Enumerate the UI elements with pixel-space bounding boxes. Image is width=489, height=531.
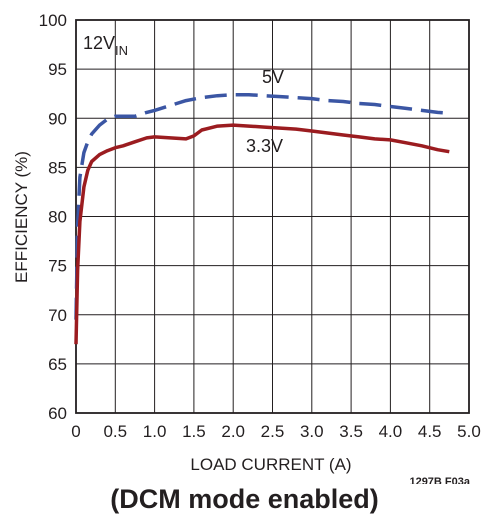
grid — [76, 20, 469, 413]
series-lines — [74, 92, 450, 345]
y-tick-label: 75 — [48, 257, 67, 276]
y-tick-label: 80 — [48, 208, 67, 227]
series-label-3v3: 3.3V — [246, 136, 283, 156]
series-line-5v — [74, 92, 450, 320]
y-tick-label: 65 — [48, 355, 67, 374]
plot-frame — [75, 19, 470, 414]
x-tick-label: 1.0 — [143, 422, 167, 441]
y-tick-label: 70 — [48, 306, 67, 325]
caption: (DCM mode enabled) — [110, 484, 379, 514]
x-tick-label: 3.0 — [300, 422, 324, 441]
x-tick-label: 2.5 — [261, 422, 285, 441]
series-label-5v: 5V — [262, 67, 284, 87]
x-tick-label: 4.5 — [418, 422, 442, 441]
figure-id: 1297B F03a — [409, 476, 470, 484]
chart-labels: 12VIN 5V 3.3V LOAD CURRENT (A) EFFICIENC… — [12, 33, 471, 484]
efficiency-chart: 0 0.5 1.0 1.5 2.0 2.5 3.0 3.5 4.0 4.5 5.0 60 65 70 75 8… — [12, 11, 481, 484]
x-axis-title: LOAD CURRENT (A) — [190, 455, 351, 474]
y-tick-label: 60 — [48, 404, 67, 423]
x-tick-label: 0.5 — [103, 422, 127, 441]
y-tick-label: 100 — [39, 11, 67, 30]
x-tick-label: 3.5 — [339, 422, 363, 441]
x-tick-label: 2.0 — [221, 422, 245, 441]
y-tick-label: 85 — [48, 158, 67, 177]
input-voltage-annotation: 12VIN — [83, 33, 128, 58]
tick-labels: 0 0.5 1.0 1.5 2.0 2.5 3.0 3.5 4.0 4.5 5.0 60 65 70 75 8… — [39, 11, 481, 441]
x-tick-label: 1.5 — [182, 422, 206, 441]
x-tick-label: 4.0 — [379, 422, 403, 441]
series-line-3v3 — [74, 123, 450, 345]
y-tick-label: 90 — [48, 109, 67, 128]
x-tick-label: 5.0 — [457, 422, 481, 441]
y-axis-title: EFFICIENCY (%) — [12, 151, 31, 283]
y-tick-label: 95 — [48, 60, 67, 79]
x-tick-label: 0 — [71, 422, 80, 441]
